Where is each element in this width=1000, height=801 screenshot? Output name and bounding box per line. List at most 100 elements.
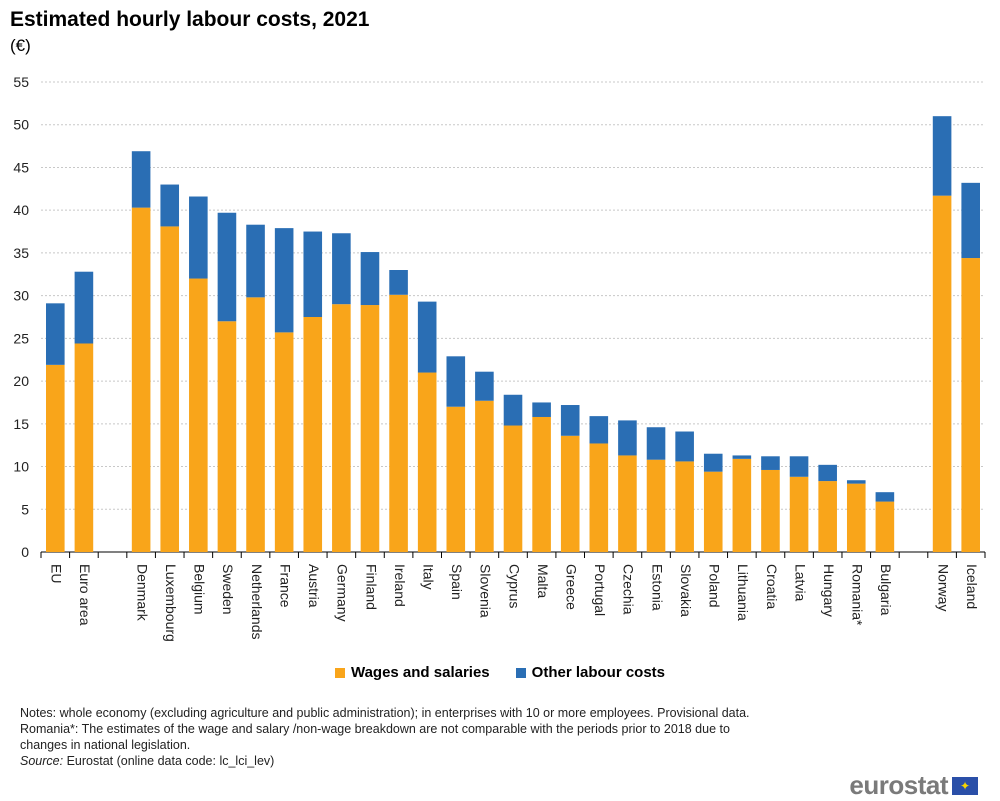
bar-wages <box>646 459 666 552</box>
bar-other <box>789 456 809 477</box>
bar-other <box>189 196 208 279</box>
legend-item-wages: Wages and salaries <box>334 664 490 681</box>
notes: Notes: whole economy (excluding agricult… <box>20 705 750 769</box>
chart-title: Estimated hourly labour costs, 2021 <box>10 8 370 31</box>
bar-other <box>646 427 666 460</box>
eu-flag-icon: ✦ <box>952 776 978 795</box>
bar-wages <box>932 195 952 552</box>
x-tick-label: Norway <box>935 564 951 611</box>
bar-wages <box>560 435 580 552</box>
y-tick-label: 30 <box>13 288 29 304</box>
bar-wages <box>846 483 866 552</box>
bar-wages <box>417 372 437 552</box>
x-tick-label: Cyprus <box>506 564 522 608</box>
bar-other <box>74 271 94 344</box>
bar-wages <box>703 471 723 552</box>
x-tick-label: Bulgaria <box>878 564 894 616</box>
bar-chart: 0 5 10 15 20 25 30 35 40 45 50 55 EU Euro area Denmark… <box>13 74 986 642</box>
bar-wages <box>389 294 408 552</box>
bar-wages <box>74 343 94 552</box>
bar-other <box>560 405 580 436</box>
bar-wages <box>217 321 237 552</box>
legend: Wages and salaries Other labour costs <box>0 664 1000 681</box>
chart-unit: (€) <box>10 36 31 55</box>
x-tick-label: Iceland <box>964 564 980 609</box>
bar-other <box>875 492 895 502</box>
bar-wages <box>732 458 752 552</box>
legend-label-other: Other labour costs <box>531 664 666 681</box>
x-tick-label: Finland <box>363 564 379 610</box>
x-tick-label: Malta <box>535 564 551 598</box>
x-tick-label: Estonia <box>649 564 665 611</box>
bar-other <box>332 233 351 305</box>
bar-wages <box>332 304 351 552</box>
note-line-2: Romania*: The estimates of the wage and … <box>20 722 730 736</box>
bar-other <box>732 455 752 459</box>
bar-wages <box>475 400 494 552</box>
bar-other <box>618 420 637 456</box>
note-line-1: Notes: whole economy (excluding agricult… <box>20 706 750 720</box>
y-tick-label: 10 <box>13 459 29 475</box>
bar-other <box>360 252 380 306</box>
bar-other <box>961 182 980 259</box>
x-tick-label: Austria <box>306 564 322 608</box>
legend-swatch-other <box>515 667 526 678</box>
bar-other <box>46 303 65 365</box>
bar-other <box>274 228 294 333</box>
x-tick-label: Spain <box>449 564 465 600</box>
bar-wages <box>618 455 637 552</box>
bar-wages <box>789 476 809 552</box>
x-tick-label: Poland <box>707 564 723 608</box>
x-tick-label: Sweden <box>220 564 236 615</box>
x-tick-label: Ireland <box>392 564 408 607</box>
bar-wages <box>818 481 837 552</box>
bar-other <box>846 480 866 484</box>
y-tick-label: 5 <box>21 501 29 517</box>
y-tick-label: 45 <box>13 159 29 175</box>
bar-wages <box>274 332 294 552</box>
source-line: Source: Eurostat (online data code: lc_l… <box>20 753 750 769</box>
bar-wages <box>303 317 323 552</box>
x-tick-label: Netherlands <box>249 564 265 640</box>
bar-other <box>246 224 265 298</box>
y-tick-label: 40 <box>13 202 29 218</box>
bar-wages <box>761 469 780 552</box>
x-tick-label: Portugal <box>592 564 608 616</box>
note-line-3: changes in national legislation. <box>20 738 191 752</box>
x-tick-label: Denmark <box>134 564 150 622</box>
x-tick-label: Romania* <box>850 564 866 626</box>
bar-other <box>589 416 609 444</box>
x-tick-label: Greece <box>564 564 580 610</box>
y-tick-label: 25 <box>13 330 29 346</box>
x-tick-label: Luxembourg <box>163 564 179 642</box>
y-tick-label: 35 <box>13 245 29 261</box>
x-tick-label: Belgium <box>192 564 208 615</box>
bar-other <box>503 394 523 426</box>
bar-other <box>703 453 723 472</box>
eurostat-logo: eurostat ✦ <box>849 770 978 801</box>
x-tick-label: Croatia <box>764 564 780 609</box>
y-tick-label: 0 <box>21 544 29 560</box>
bar-wages <box>675 461 694 552</box>
bar-other <box>160 184 180 227</box>
bar-wages <box>875 501 895 552</box>
legend-item-other: Other labour costs <box>515 664 666 681</box>
x-tick-label: Euro area <box>77 564 93 626</box>
x-tick-label: Lithuania <box>735 564 751 621</box>
bar-other <box>818 464 837 482</box>
bar-wages <box>46 364 65 552</box>
bar-wages <box>961 258 980 552</box>
x-tick-label: Hungary <box>821 564 837 617</box>
y-tick-label: 20 <box>13 373 29 389</box>
x-tick-label: France <box>277 564 293 608</box>
bar-other <box>532 402 551 417</box>
bar-wages <box>360 305 380 552</box>
legend-swatch-wages <box>334 667 345 678</box>
bar-wages <box>503 425 523 552</box>
bar-wages <box>446 406 466 552</box>
bar-other <box>131 151 151 208</box>
x-tick-label: Slovenia <box>478 564 494 618</box>
x-tick-label: Czechia <box>621 564 637 615</box>
x-tick-label: EU <box>49 564 65 583</box>
source-text: Eurostat (online data code: lc_lci_lev) <box>63 754 275 768</box>
